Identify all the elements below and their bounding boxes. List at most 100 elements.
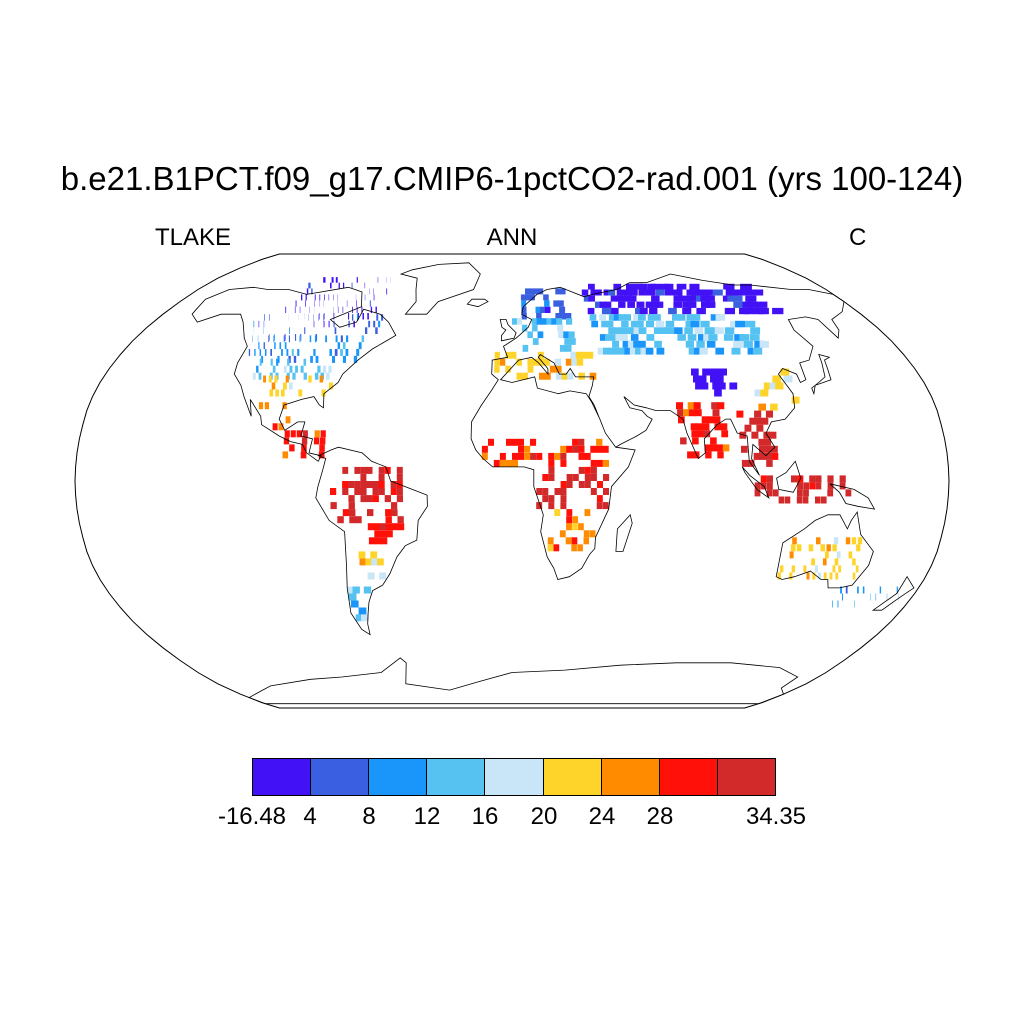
lake-cell	[559, 306, 566, 313]
coastline-madagascar	[615, 513, 633, 552]
lake-cell	[373, 320, 376, 328]
lake-cell	[676, 402, 683, 410]
lake-cell	[749, 417, 757, 425]
lake-cell	[583, 530, 590, 538]
lake-cell	[613, 283, 622, 290]
lake-cell	[603, 488, 609, 495]
lake-cell	[597, 481, 603, 488]
lake-cell	[678, 416, 685, 424]
lake-cell	[765, 410, 773, 418]
lake-cell	[613, 314, 622, 321]
lake-cell	[731, 295, 743, 302]
lake-cell	[724, 327, 735, 334]
lake-cell	[633, 314, 641, 321]
coastlines	[191, 262, 915, 705]
lake-cell	[568, 331, 575, 339]
lake-cell	[803, 489, 809, 497]
lake-cell	[599, 314, 607, 321]
lake-cell	[618, 301, 626, 308]
lake-cell	[343, 282, 345, 289]
lake-cell	[599, 334, 607, 341]
lake-cell	[682, 307, 692, 315]
lake-cell	[295, 300, 297, 307]
lake-cell	[565, 537, 572, 545]
lake-cell	[269, 334, 270, 341]
lake-cell	[565, 358, 573, 366]
lake-cell	[647, 314, 656, 321]
lake-cell	[263, 342, 265, 350]
lake-cell	[710, 314, 721, 321]
lake-cell	[342, 509, 350, 517]
lake-cell	[584, 481, 591, 488]
lake-cell	[253, 320, 255, 328]
lake-cell	[365, 327, 368, 334]
lake-cell	[676, 283, 687, 290]
lake-cell	[642, 289, 651, 296]
lake-cell	[319, 375, 324, 383]
lake-cell	[691, 430, 699, 438]
lake-cell	[372, 481, 379, 488]
lake-cell	[373, 294, 375, 301]
lake-cell	[689, 283, 700, 290]
lake-cell	[832, 600, 833, 608]
lake-cell	[378, 320, 381, 328]
lake-cell	[360, 466, 367, 474]
lake-cell	[348, 502, 355, 510]
lake-cell	[590, 488, 597, 495]
lake-cell	[518, 445, 525, 453]
lake-cell	[542, 495, 549, 503]
lake-cell	[832, 544, 837, 552]
lake-cell	[840, 586, 842, 594]
lake-cell	[342, 488, 349, 495]
lake-cell	[584, 466, 591, 474]
lake-cell	[717, 402, 725, 410]
lake-cell	[378, 466, 385, 474]
lake-cell	[287, 358, 290, 366]
lake-cell	[633, 327, 642, 334]
lake-cell	[714, 327, 724, 334]
lake-cell	[809, 475, 816, 483]
lake-cell	[630, 334, 639, 341]
lake-cell	[713, 368, 722, 376]
lake-cell	[837, 600, 839, 608]
lake-cell	[525, 288, 530, 295]
lake-cell	[571, 358, 578, 366]
lake-cell	[317, 365, 321, 373]
lake-cell	[707, 368, 716, 376]
lake-cell	[536, 313, 542, 320]
lake-cell	[707, 416, 715, 424]
lake-cell	[282, 451, 289, 459]
lake-cell	[595, 301, 602, 308]
lake-cell	[654, 301, 664, 308]
lake-cell	[313, 437, 320, 445]
lake-cell	[308, 375, 312, 383]
lake-cell	[286, 349, 289, 356]
lake-cell	[757, 307, 769, 315]
lake-cell	[376, 314, 379, 321]
lake-cell	[764, 438, 772, 446]
lake-cell	[295, 334, 297, 341]
lake-cell	[566, 509, 573, 517]
lake-cell	[535, 306, 541, 313]
lake-cell	[379, 523, 387, 531]
lake-cell	[522, 324, 528, 332]
lake-cell	[602, 445, 609, 453]
lake-cell	[839, 475, 846, 483]
lake-cell	[337, 306, 339, 313]
lake-cell	[750, 327, 761, 334]
lake-cell	[390, 488, 397, 495]
lake-cell	[348, 313, 350, 320]
lake-cell	[687, 402, 695, 410]
lake-cell	[633, 340, 641, 348]
lake-cell	[366, 495, 373, 503]
lake-cell	[338, 282, 340, 289]
lake-cell	[342, 481, 349, 488]
lake-cell	[870, 593, 871, 601]
lake-cell	[652, 314, 661, 321]
lake-cell	[730, 320, 740, 328]
lake-cell	[751, 289, 764, 296]
lake-cell	[743, 340, 753, 348]
lake-cell	[669, 327, 678, 334]
lake-cell	[548, 495, 555, 503]
lake-cell	[688, 347, 697, 355]
